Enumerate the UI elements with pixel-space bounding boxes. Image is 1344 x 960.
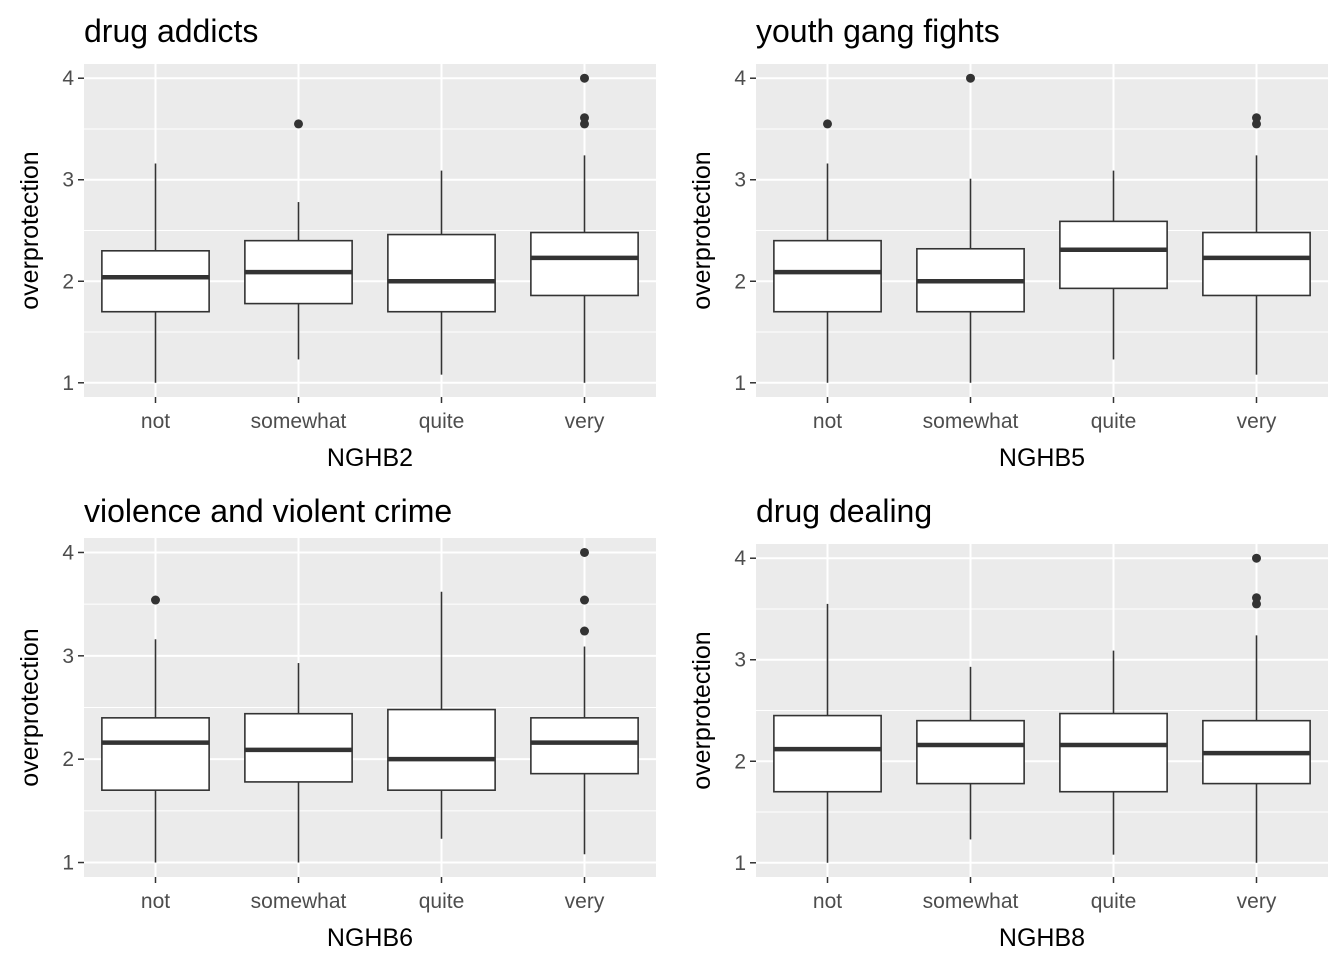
y-tick-label: 2 [62, 748, 74, 771]
box-very [530, 547, 639, 855]
x-tick-label: somewhat [923, 890, 1019, 913]
y-axis-title: overprotection [16, 628, 44, 786]
x-tick-label: not [141, 890, 170, 913]
outlier-point [580, 113, 589, 123]
box-very [1202, 113, 1311, 375]
y-tick-label: 2 [62, 270, 74, 293]
box-quite [387, 591, 496, 839]
x-axis-title: NGHB5 [999, 444, 1085, 472]
outlier-point [1252, 113, 1261, 123]
x-tick-label: very [565, 890, 605, 913]
box-iqr [1059, 220, 1168, 290]
outlier-point [1252, 593, 1261, 603]
box-not [101, 595, 210, 863]
box-iqr [101, 250, 210, 313]
box-not [101, 163, 210, 383]
y-tick-label: 2 [734, 750, 746, 773]
x-tick-label: somewhat [251, 410, 347, 433]
y-tick-label: 1 [62, 372, 74, 395]
x-tick-label: not [813, 410, 842, 433]
box-somewhat [244, 119, 353, 360]
outlier-point [580, 595, 589, 605]
box-iqr [387, 233, 496, 313]
box-iqr [773, 239, 882, 313]
outlier-point [580, 547, 589, 557]
box-iqr [1059, 712, 1168, 793]
y-tick-label: 3 [62, 645, 74, 668]
outlier-point [823, 119, 832, 129]
outlier-point [580, 73, 589, 83]
x-tick-label: quite [419, 410, 465, 433]
x-tick-label: very [1237, 890, 1277, 913]
outlier-point [580, 626, 589, 636]
x-tick-label: very [1237, 410, 1277, 433]
x-tick-label: quite [419, 890, 465, 913]
box-iqr [530, 717, 639, 775]
chart-panel-2: 1 2 3 4 not somewhat quite very youth gang fight… [688, 13, 1328, 472]
box-somewhat [244, 663, 353, 863]
y-tick-label: 4 [734, 67, 746, 90]
x-tick-label: very [565, 410, 605, 433]
outlier-point [1252, 553, 1261, 563]
x-tick-label: somewhat [923, 410, 1019, 433]
x-tick-label: quite [1091, 410, 1137, 433]
box-not [773, 603, 882, 863]
y-axis-title: overprotection [688, 631, 716, 789]
y-axis-title: overprotection [688, 151, 716, 309]
box-very [1202, 553, 1311, 863]
box-iqr [387, 708, 496, 791]
chart-title: drug addicts [84, 13, 258, 49]
box-quite [1059, 650, 1168, 855]
y-axis-title: overprotection [16, 151, 44, 309]
box-somewhat [916, 666, 1025, 840]
x-tick-label: quite [1091, 890, 1137, 913]
y-tick-label: 3 [734, 649, 746, 672]
chart-title: youth gang fights [756, 13, 1000, 49]
y-tick-label: 4 [62, 67, 74, 90]
y-tick-label: 3 [62, 169, 74, 192]
y-tick-label: 2 [734, 270, 746, 293]
box-somewhat [916, 73, 1025, 383]
chart-panel-1: 1 2 3 4 not somewhat quite very drug addicts NGHB… [16, 13, 656, 472]
box-iqr [1202, 231, 1311, 297]
box-quite [387, 170, 496, 375]
box-not [773, 119, 882, 383]
chart-panel-4: 1 2 3 4 not somewhat quite very drug dealing NGHB… [688, 493, 1328, 952]
outlier-point [294, 119, 303, 129]
chart-title: violence and violent crime [84, 493, 452, 529]
box-very [530, 73, 639, 383]
box-iqr [916, 719, 1025, 785]
chart-title: drug dealing [756, 493, 932, 529]
y-tick-label: 1 [734, 852, 746, 875]
chart-panel-3: 1 2 3 4 not somewhat quite very violence and vio… [16, 493, 656, 952]
outlier-point [966, 73, 975, 83]
y-tick-label: 1 [734, 372, 746, 395]
box-iqr [530, 231, 639, 297]
x-tick-label: somewhat [251, 890, 347, 913]
x-axis-title: NGHB2 [327, 444, 413, 472]
x-tick-label: not [141, 410, 170, 433]
y-tick-label: 4 [734, 547, 746, 570]
outlier-point [151, 595, 160, 605]
x-tick-label: not [813, 890, 842, 913]
box-quite [1059, 170, 1168, 360]
box-iqr [773, 714, 882, 793]
box-iqr [101, 717, 210, 791]
y-tick-label: 1 [62, 852, 74, 875]
x-axis-title: NGHB8 [999, 924, 1085, 952]
y-tick-label: 3 [734, 169, 746, 192]
y-tick-label: 4 [62, 541, 74, 564]
x-axis-title: NGHB6 [327, 924, 413, 952]
